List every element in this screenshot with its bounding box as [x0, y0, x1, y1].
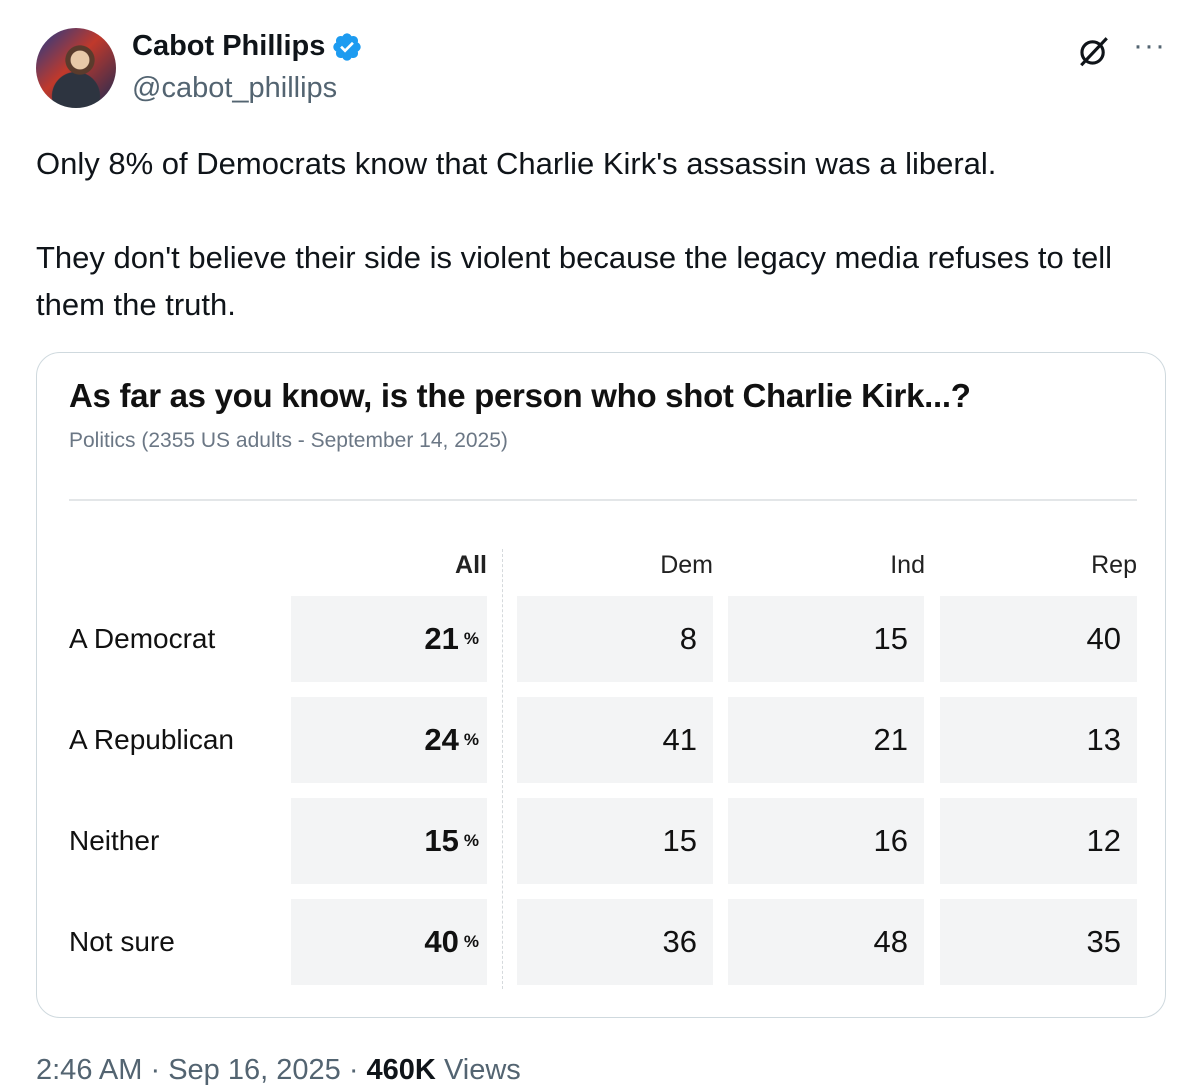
poll-table-card[interactable]: As far as you know, is the person who sh… [36, 352, 1166, 1018]
cell-all: 21% [291, 596, 487, 682]
cell-value: 21 [424, 621, 459, 656]
name-row: Cabot Phillips [132, 30, 363, 63]
cell-ind: 21 [728, 697, 924, 783]
cell-dem: 15 [517, 798, 713, 884]
card-divider [69, 499, 1137, 501]
tweet-paragraph-2: They don't believe their side is violent… [36, 240, 1113, 322]
row-label: A Democrat [69, 623, 216, 654]
views-label: Views [443, 1054, 521, 1086]
row-label: Neither [69, 825, 160, 856]
cell-all: 15% [291, 798, 487, 884]
cell-dem: 36 [517, 899, 713, 985]
cell-rep: 40 [940, 596, 1137, 682]
column-header-ind: Ind [890, 551, 925, 579]
tweet-time[interactable]: 2:46 AM [36, 1054, 143, 1086]
tweet-header: Cabot Phillips @cabot_phillips ··· [36, 28, 1166, 112]
cell-all: 40% [291, 899, 487, 985]
column-header-dem: Dem [660, 551, 713, 579]
grok-icon[interactable] [1077, 34, 1111, 68]
cell-dem: 41 [517, 697, 713, 783]
meta-separator: · [348, 1054, 359, 1086]
column-separator [502, 549, 503, 989]
cell-ind: 48 [728, 899, 924, 985]
views-count[interactable]: 460K [366, 1054, 436, 1086]
percent-sign: % [463, 932, 479, 951]
cell-value: 24 [424, 722, 459, 757]
percent-sign: % [463, 831, 479, 850]
row-label: A Republican [69, 724, 235, 755]
percent-sign: % [463, 629, 479, 648]
tweet-paragraph-1: Only 8% of Democrats know that Charlie K… [36, 146, 997, 181]
card-subtitle: Politics (2355 US adults - September 14,… [69, 429, 508, 452]
percent-sign: % [463, 730, 479, 749]
cell-rep: 35 [940, 899, 1137, 985]
cell-rep: 13 [940, 697, 1137, 783]
cell-ind: 15 [728, 596, 924, 682]
cell-dem: 8 [517, 596, 713, 682]
cell-all: 24% [291, 697, 487, 783]
column-header-rep: Rep [1091, 551, 1137, 579]
cell-rep: 12 [940, 798, 1137, 884]
cell-value: 15 [424, 823, 459, 858]
card-title: As far as you know, is the person who sh… [69, 377, 971, 414]
cell-ind: 16 [728, 798, 924, 884]
verified-badge-icon[interactable] [331, 31, 363, 63]
meta-separator: · [150, 1054, 161, 1086]
row-label: Not sure [69, 926, 175, 957]
avatar[interactable] [36, 28, 116, 108]
cell-value: 40 [424, 924, 459, 959]
author-name[interactable]: Cabot Phillips [132, 30, 326, 62]
more-icon[interactable]: ··· [1133, 29, 1166, 62]
header-actions: ··· [1077, 29, 1166, 68]
tweet-meta: 2:46 AM · Sep 16, 2025 · 460K Views [36, 1054, 521, 1087]
tweet-date[interactable]: Sep 16, 2025 [168, 1054, 341, 1086]
author-handle[interactable]: @cabot_phillips [132, 72, 338, 104]
tweet-text: Only 8% of Democrats know that Charlie K… [36, 140, 1166, 328]
column-header-all: All [455, 551, 487, 579]
